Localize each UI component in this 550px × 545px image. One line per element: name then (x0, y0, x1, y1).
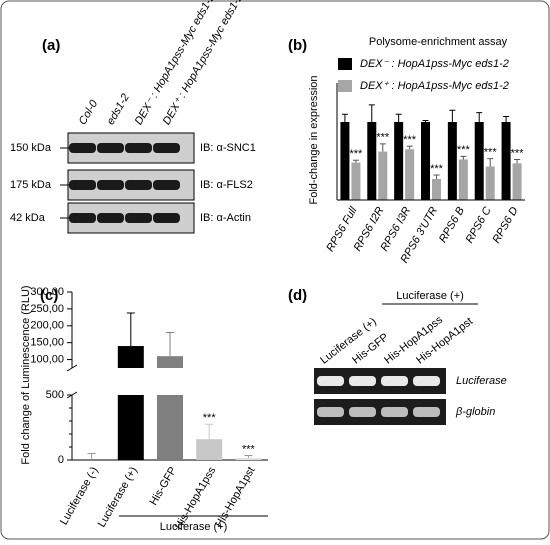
bar (458, 159, 468, 200)
error-bar (487, 158, 494, 167)
band (153, 143, 180, 153)
size-label: 175 kDa (10, 179, 52, 191)
error-bar (352, 159, 359, 163)
significance: *** (350, 148, 364, 160)
error-bar (395, 113, 402, 122)
band (349, 407, 376, 417)
band (97, 143, 124, 153)
band (97, 180, 124, 190)
group-label: Luciferase (+) (396, 290, 464, 302)
bar (196, 439, 223, 460)
band (317, 376, 344, 386)
error-bar (379, 143, 386, 152)
error-bar (87, 453, 96, 460)
y-axis-title: Fold-change in expression (308, 75, 320, 204)
error-bar (514, 158, 521, 164)
error-bar (244, 454, 253, 459)
bar (512, 163, 522, 200)
legend-swatch (338, 58, 352, 70)
y-tick-label: 150,00 (30, 337, 64, 349)
error-bar (449, 109, 456, 122)
band (153, 213, 180, 223)
bar (378, 151, 388, 200)
significance: *** (242, 443, 256, 455)
error-bar (433, 174, 440, 179)
size-label: 150 kDa (10, 142, 52, 154)
band (69, 143, 96, 153)
error-bar (126, 312, 135, 347)
bar (447, 122, 457, 200)
panel-label: (c) (40, 287, 58, 304)
error-bar (460, 155, 467, 160)
error-bar (476, 112, 483, 122)
error-bar (341, 113, 348, 122)
antibody-label: IB: α-FLS2 (200, 179, 253, 191)
y-tick-label: 300,00 (30, 286, 64, 298)
band (381, 376, 408, 386)
band (125, 143, 152, 153)
band (317, 407, 344, 417)
legend-label: DEX⁻ : HopA1pss-Myc eds1-2 (360, 58, 509, 70)
significance: *** (376, 132, 390, 144)
group-label: Luciferase (+) (160, 521, 228, 533)
legend-swatch (338, 80, 352, 92)
y-axis-title: Fold change of Luminescence (RLU) (20, 285, 32, 464)
band (413, 376, 440, 386)
bar (432, 178, 441, 200)
bar (421, 122, 430, 200)
band (349, 376, 376, 386)
panel-label: (d) (288, 287, 307, 304)
error-bar (368, 104, 375, 122)
bar (485, 166, 495, 200)
bar (474, 122, 484, 200)
significance: *** (484, 147, 498, 159)
legend-label: DEX⁺ : HopA1pss-Myc eds1-2 (360, 80, 509, 92)
bar (235, 458, 262, 460)
bar (340, 122, 350, 200)
panel-label: (a) (42, 37, 60, 54)
bar-lower-part (157, 395, 183, 460)
y-tick-label: 100,00 (30, 353, 64, 365)
bar-lower-part (117, 395, 144, 460)
bar (405, 149, 415, 200)
row-label: Luciferase (456, 375, 507, 387)
chart-title: Polysome-enrichment assay (369, 36, 508, 48)
error-bar (503, 116, 510, 122)
band (125, 213, 152, 223)
y-tick-label: 0 (58, 454, 64, 466)
error-bar (205, 423, 214, 440)
y-tick-label: 250,00 (30, 303, 64, 315)
bar (367, 122, 377, 200)
error-bar (166, 332, 174, 357)
row-label: β-globin (455, 406, 495, 418)
band (153, 180, 180, 190)
size-label: 42 kDa (10, 212, 46, 224)
error-bar (422, 119, 429, 122)
antibody-label: IB: α-Actin (200, 212, 251, 224)
bar (501, 122, 511, 200)
y-tick-label: 500 (46, 389, 64, 401)
significance: *** (430, 163, 444, 175)
band (381, 407, 408, 417)
bar (117, 346, 144, 368)
band (413, 407, 440, 417)
significance: *** (457, 144, 471, 156)
band (97, 213, 124, 223)
bar (157, 356, 183, 368)
panel-label: (b) (288, 37, 307, 54)
bar (394, 122, 404, 200)
band (69, 180, 96, 190)
band (69, 213, 96, 223)
significance: *** (511, 147, 525, 159)
band (125, 180, 152, 190)
antibody-label: IB: α-SNC1 (200, 142, 256, 154)
bar (351, 162, 361, 200)
y-tick-label: 200,00 (30, 320, 64, 332)
significance: *** (203, 412, 217, 424)
error-bar (406, 145, 413, 150)
significance: *** (403, 134, 417, 146)
